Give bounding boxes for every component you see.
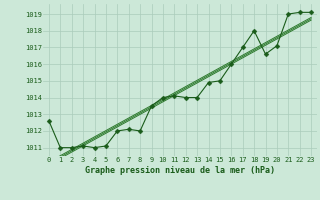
X-axis label: Graphe pression niveau de la mer (hPa): Graphe pression niveau de la mer (hPa)	[85, 166, 275, 175]
